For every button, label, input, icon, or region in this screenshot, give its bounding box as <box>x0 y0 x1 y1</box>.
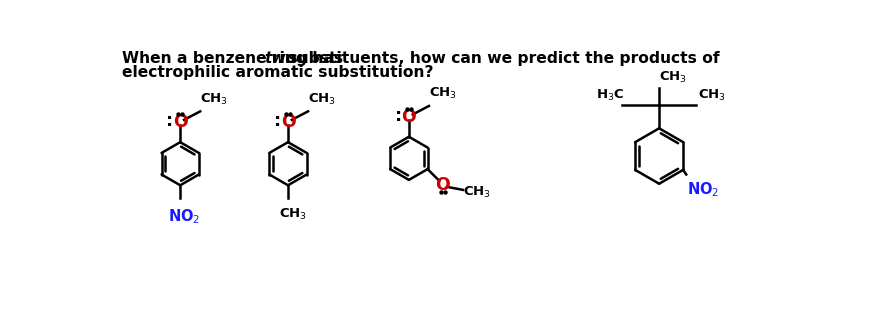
Text: electrophilic aromatic substitution?: electrophilic aromatic substitution? <box>122 65 433 80</box>
Text: NO$_2$: NO$_2$ <box>168 207 200 226</box>
Text: CH$_3$: CH$_3$ <box>659 70 687 85</box>
Text: CH$_3$: CH$_3$ <box>200 92 228 107</box>
Text: CH$_3$: CH$_3$ <box>308 92 336 107</box>
Text: substituents, how can we predict the products of: substituents, how can we predict the pro… <box>282 51 719 66</box>
Text: O: O <box>173 113 188 131</box>
Text: When a benzene ring has: When a benzene ring has <box>122 51 348 66</box>
Text: CH$_3$: CH$_3$ <box>698 88 726 103</box>
Text: :: : <box>167 112 174 130</box>
Text: CH$_3$: CH$_3$ <box>279 207 307 222</box>
Text: CH$_3$: CH$_3$ <box>429 86 457 101</box>
Text: O: O <box>401 108 416 126</box>
Text: NO$_2$: NO$_2$ <box>687 181 719 199</box>
Text: CH$_3$: CH$_3$ <box>463 185 491 200</box>
Text: :: : <box>395 107 402 125</box>
Text: H$_3$C: H$_3$C <box>596 88 624 103</box>
Text: O: O <box>280 113 295 131</box>
Text: :: : <box>274 112 281 130</box>
Text: O: O <box>436 176 451 193</box>
Text: two: two <box>264 51 296 66</box>
